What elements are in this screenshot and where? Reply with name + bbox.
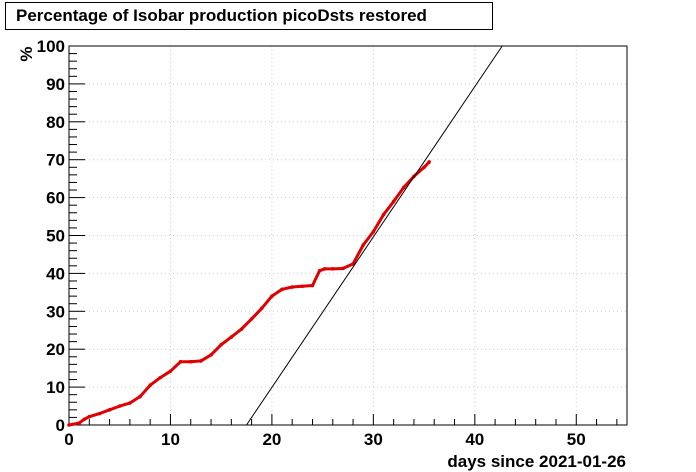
data-point — [300, 284, 305, 289]
data-point — [427, 160, 431, 164]
y-tick-label: 100 — [37, 37, 65, 56]
plot-frame — [68, 45, 628, 426]
trend-line — [246, 45, 503, 426]
x-tick-label: 0 — [64, 430, 73, 449]
data-point — [249, 317, 254, 321]
data-point — [77, 421, 81, 425]
data-point — [219, 342, 223, 347]
data-point — [341, 266, 345, 271]
x-tick-label: 10 — [161, 430, 180, 449]
axis-ticks — [68, 45, 618, 426]
data-point — [138, 394, 142, 399]
data-point — [270, 294, 274, 298]
grid-lines — [69, 46, 627, 425]
data-point — [67, 423, 71, 427]
y-tick-label: 90 — [46, 75, 65, 94]
y-tick-label: 0 — [56, 416, 65, 435]
chart-title: Percentage of Isobar production picoDsts… — [16, 6, 427, 25]
y-tick-label: 10 — [46, 378, 65, 397]
data-point — [82, 417, 87, 422]
data-point — [97, 411, 102, 416]
y-tick-label: 70 — [46, 151, 65, 170]
data-point — [422, 165, 426, 170]
y-tick-label: 40 — [46, 264, 65, 283]
data-point — [280, 287, 284, 292]
data-point — [117, 404, 122, 408]
data-point — [158, 375, 163, 380]
data-point — [128, 401, 132, 405]
x-tick-label: 40 — [465, 430, 484, 449]
y-axis-label: % — [17, 46, 36, 61]
chart-title-box: Percentage of Isobar production picoDsts… — [5, 2, 493, 30]
x-axis-label: days since 2021-01-26 — [447, 452, 626, 471]
x-tick-label: 50 — [567, 430, 586, 449]
data-point — [239, 327, 244, 331]
data-point — [322, 267, 327, 271]
y-tick-label: 60 — [46, 189, 65, 208]
data-point — [229, 335, 234, 339]
data-point — [310, 283, 315, 288]
data-point — [391, 199, 396, 204]
y-tick-label: 20 — [46, 340, 65, 359]
data-point — [188, 359, 193, 364]
restored-percentage-line — [67, 160, 431, 427]
data-point — [290, 285, 295, 289]
x-tick-label: 20 — [262, 430, 281, 449]
data-point — [402, 185, 406, 190]
data-point — [361, 243, 366, 247]
data-point — [148, 383, 152, 388]
data-point — [259, 306, 264, 311]
tick-labels: 0 10 20 30 40 50 60 70 80 90 100 0 10 20 30 40 50 — [37, 37, 586, 449]
data-point — [317, 268, 322, 273]
data-point — [209, 353, 213, 357]
data-point — [381, 212, 386, 217]
data-point — [199, 359, 203, 363]
data-point — [371, 229, 376, 234]
y-tick-label: 50 — [46, 227, 65, 246]
y-tick-label: 30 — [46, 302, 65, 321]
data-point — [168, 369, 173, 373]
x-tick-label: 30 — [364, 430, 383, 449]
y-tick-label: 80 — [46, 113, 65, 132]
series-group — [67, 45, 503, 427]
data-point — [178, 359, 183, 364]
data-point — [87, 414, 92, 419]
data-point — [330, 267, 335, 271]
data-point — [107, 408, 112, 412]
